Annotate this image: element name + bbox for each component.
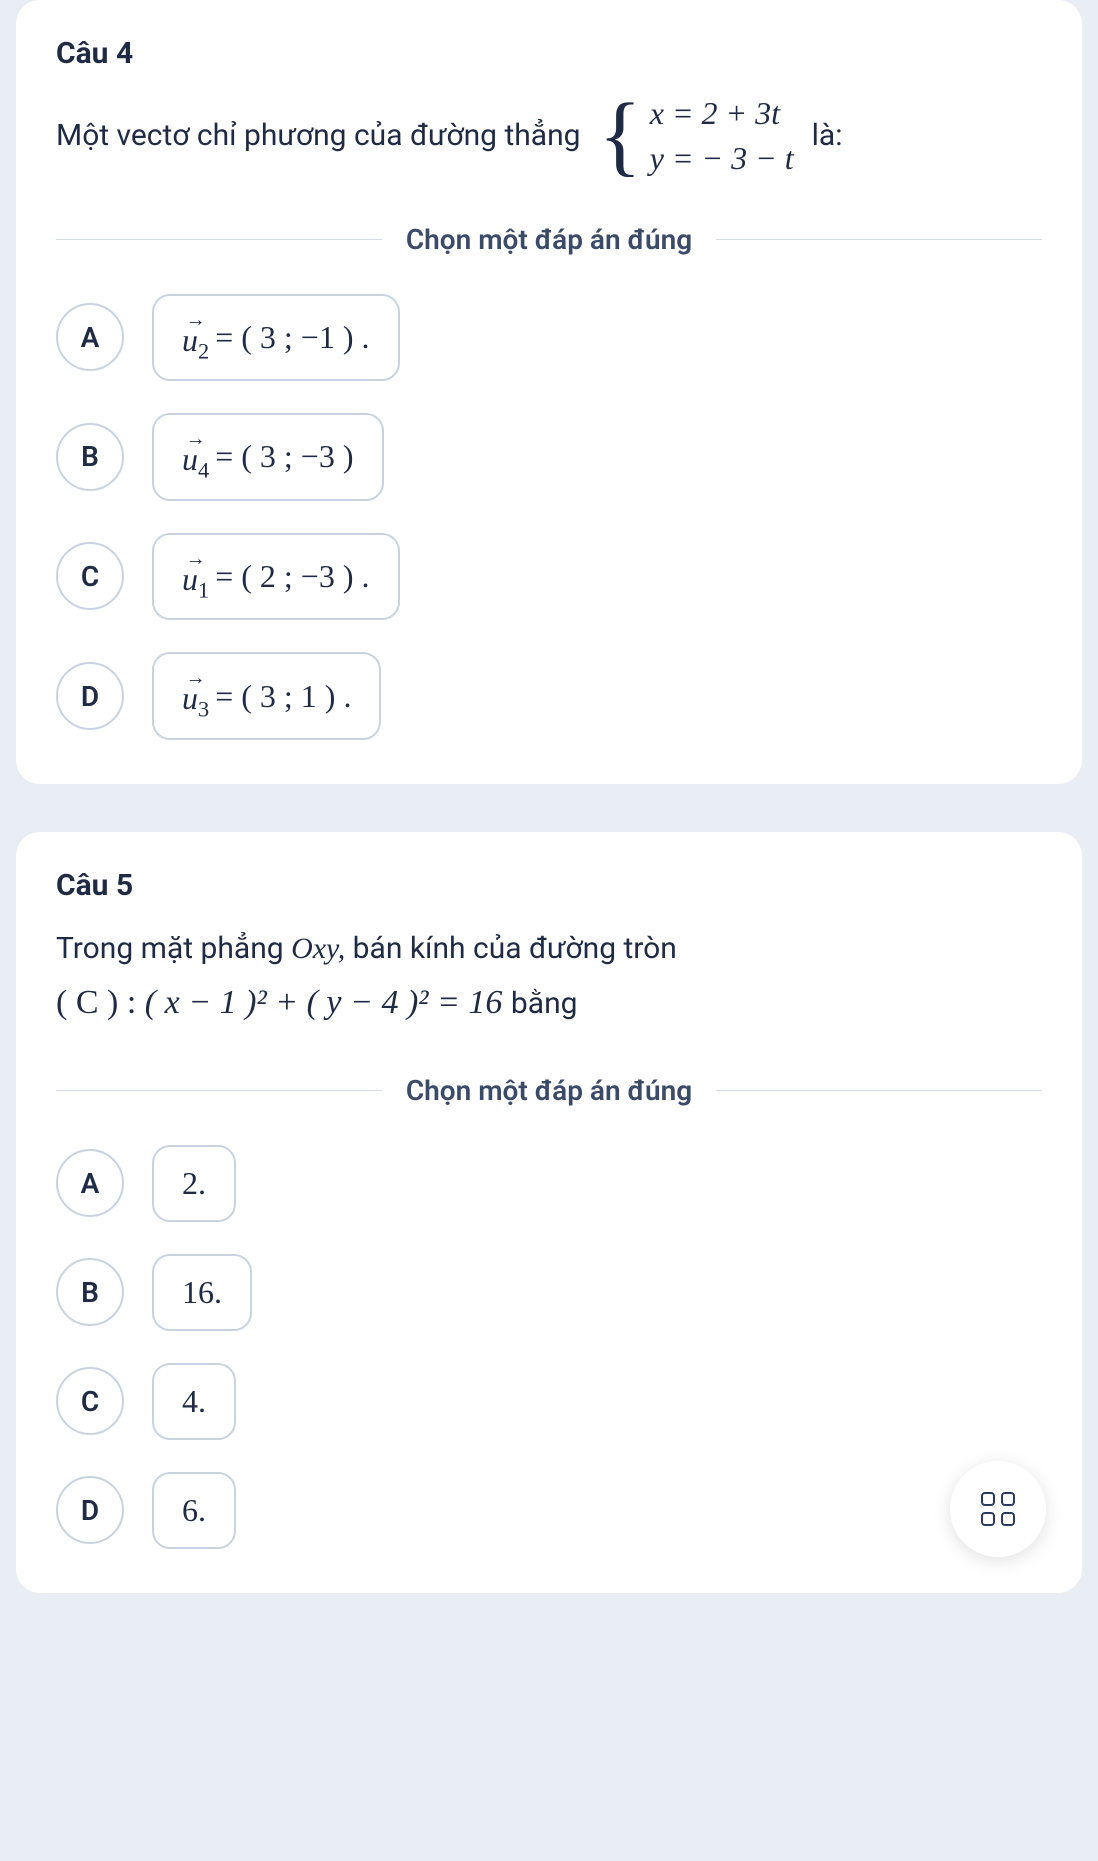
equation: ( x − 1 )² + ( y − 4 )² = 16 bbox=[145, 984, 503, 1021]
option-row-d: D 6. bbox=[56, 1472, 1042, 1549]
vector-symbol: → u4 bbox=[182, 433, 209, 481]
grid-icon bbox=[981, 1492, 1015, 1526]
option-row-b: B → u4 = ( 3 ; −3 ) bbox=[56, 413, 1042, 501]
brace-icon: { bbox=[599, 100, 642, 172]
option-value: 4. bbox=[182, 1383, 206, 1420]
option-value: = ( 3 ; 1 ) . bbox=[215, 678, 351, 715]
prompt-tail: là: bbox=[812, 112, 843, 160]
option-letter-button[interactable]: A bbox=[56, 1149, 124, 1217]
divider-line bbox=[716, 239, 1042, 240]
option-content[interactable]: 6. bbox=[152, 1472, 236, 1549]
option-letter-button[interactable]: C bbox=[56, 542, 124, 610]
instruction-text: Chọn một đáp án đúng bbox=[382, 1074, 716, 1107]
divider-line bbox=[56, 239, 382, 240]
option-letter-button[interactable]: D bbox=[56, 662, 124, 730]
option-value: = ( 3 ; −1 ) . bbox=[215, 319, 369, 356]
system-row-2: y = − 3 − t bbox=[650, 136, 794, 181]
divider-line bbox=[56, 1090, 382, 1091]
options-list: A 2. B 16. C 4. D 6. bbox=[56, 1145, 1042, 1549]
option-row-d: D → u3 = ( 3 ; 1 ) . bbox=[56, 652, 1042, 740]
vector-symbol: → u1 bbox=[182, 553, 209, 601]
question-card-4: Câu 4 Một vectơ chỉ phương của đường thẳ… bbox=[16, 0, 1082, 784]
question-title: Câu 4 bbox=[56, 36, 1042, 71]
prompt-text: Trong mặt phẳng bbox=[56, 931, 291, 966]
option-content[interactable]: → u3 = ( 3 ; 1 ) . bbox=[152, 652, 381, 740]
instruction-text: Chọn một đáp án đúng bbox=[382, 223, 716, 256]
option-row-b: B 16. bbox=[56, 1254, 1042, 1331]
vector-subscript: 2 bbox=[198, 338, 209, 363]
option-content[interactable]: → u2 = ( 3 ; −1 ) . bbox=[152, 294, 400, 382]
option-content[interactable]: 16. bbox=[152, 1254, 252, 1331]
option-content[interactable]: → u4 = ( 3 ; −3 ) bbox=[152, 413, 384, 501]
divider-line bbox=[716, 1090, 1042, 1091]
option-content[interactable]: → u1 = ( 2 ; −3 ) . bbox=[152, 533, 400, 621]
instruction-divider: Chọn một đáp án đúng bbox=[56, 1074, 1042, 1107]
question-title: Câu 5 bbox=[56, 868, 1042, 903]
system-row-1: x = 2 + 3t bbox=[650, 91, 794, 136]
question-card-5: Câu 5 Trong mặt phẳng Oxy, bán kính của … bbox=[16, 832, 1082, 1593]
option-value: 6. bbox=[182, 1492, 206, 1529]
equation-label: ( C ) : bbox=[56, 984, 145, 1021]
question-body: Một vectơ chỉ phương của đường thẳng { x… bbox=[56, 91, 1042, 181]
equation-system: { x = 2 + 3t y = − 3 − t bbox=[599, 91, 794, 181]
option-row-a: A → u2 = ( 3 ; −1 ) . bbox=[56, 294, 1042, 382]
option-row-a: A 2. bbox=[56, 1145, 1042, 1222]
option-letter-button[interactable]: D bbox=[56, 1476, 124, 1544]
math-text: Oxy, bbox=[291, 932, 345, 965]
option-row-c: C 4. bbox=[56, 1363, 1042, 1440]
options-list: A → u2 = ( 3 ; −1 ) . B → u4 = ( 3 ; −3 … bbox=[56, 294, 1042, 740]
option-letter-button[interactable]: A bbox=[56, 303, 124, 371]
option-value: 2. bbox=[182, 1165, 206, 1202]
vector-subscript: 4 bbox=[198, 458, 209, 483]
grid-menu-button[interactable] bbox=[950, 1461, 1046, 1557]
option-row-c: C → u1 = ( 2 ; −3 ) . bbox=[56, 533, 1042, 621]
prompt-text: Một vectơ chỉ phương của đường thẳng bbox=[56, 112, 581, 160]
vector-symbol: → u2 bbox=[182, 314, 209, 362]
option-letter-button[interactable]: B bbox=[56, 423, 124, 491]
vector-subscript: 1 bbox=[198, 577, 209, 602]
instruction-divider: Chọn một đáp án đúng bbox=[56, 223, 1042, 256]
option-value: = ( 3 ; −3 ) bbox=[215, 438, 353, 475]
vector-subscript: 3 bbox=[198, 697, 209, 722]
prompt-text: bán kính của đường tròn bbox=[345, 931, 677, 966]
vector-symbol: → u3 bbox=[182, 672, 209, 720]
option-content[interactable]: 2. bbox=[152, 1145, 236, 1222]
option-letter-button[interactable]: B bbox=[56, 1258, 124, 1326]
option-value: = ( 2 ; −3 ) . bbox=[215, 558, 369, 595]
prompt-tail: bằng bbox=[511, 986, 578, 1021]
option-content[interactable]: 4. bbox=[152, 1363, 236, 1440]
question-body: Trong mặt phẳng Oxy, bán kính của đường … bbox=[56, 923, 1042, 1032]
option-value: 16. bbox=[182, 1274, 222, 1311]
option-letter-button[interactable]: C bbox=[56, 1367, 124, 1435]
